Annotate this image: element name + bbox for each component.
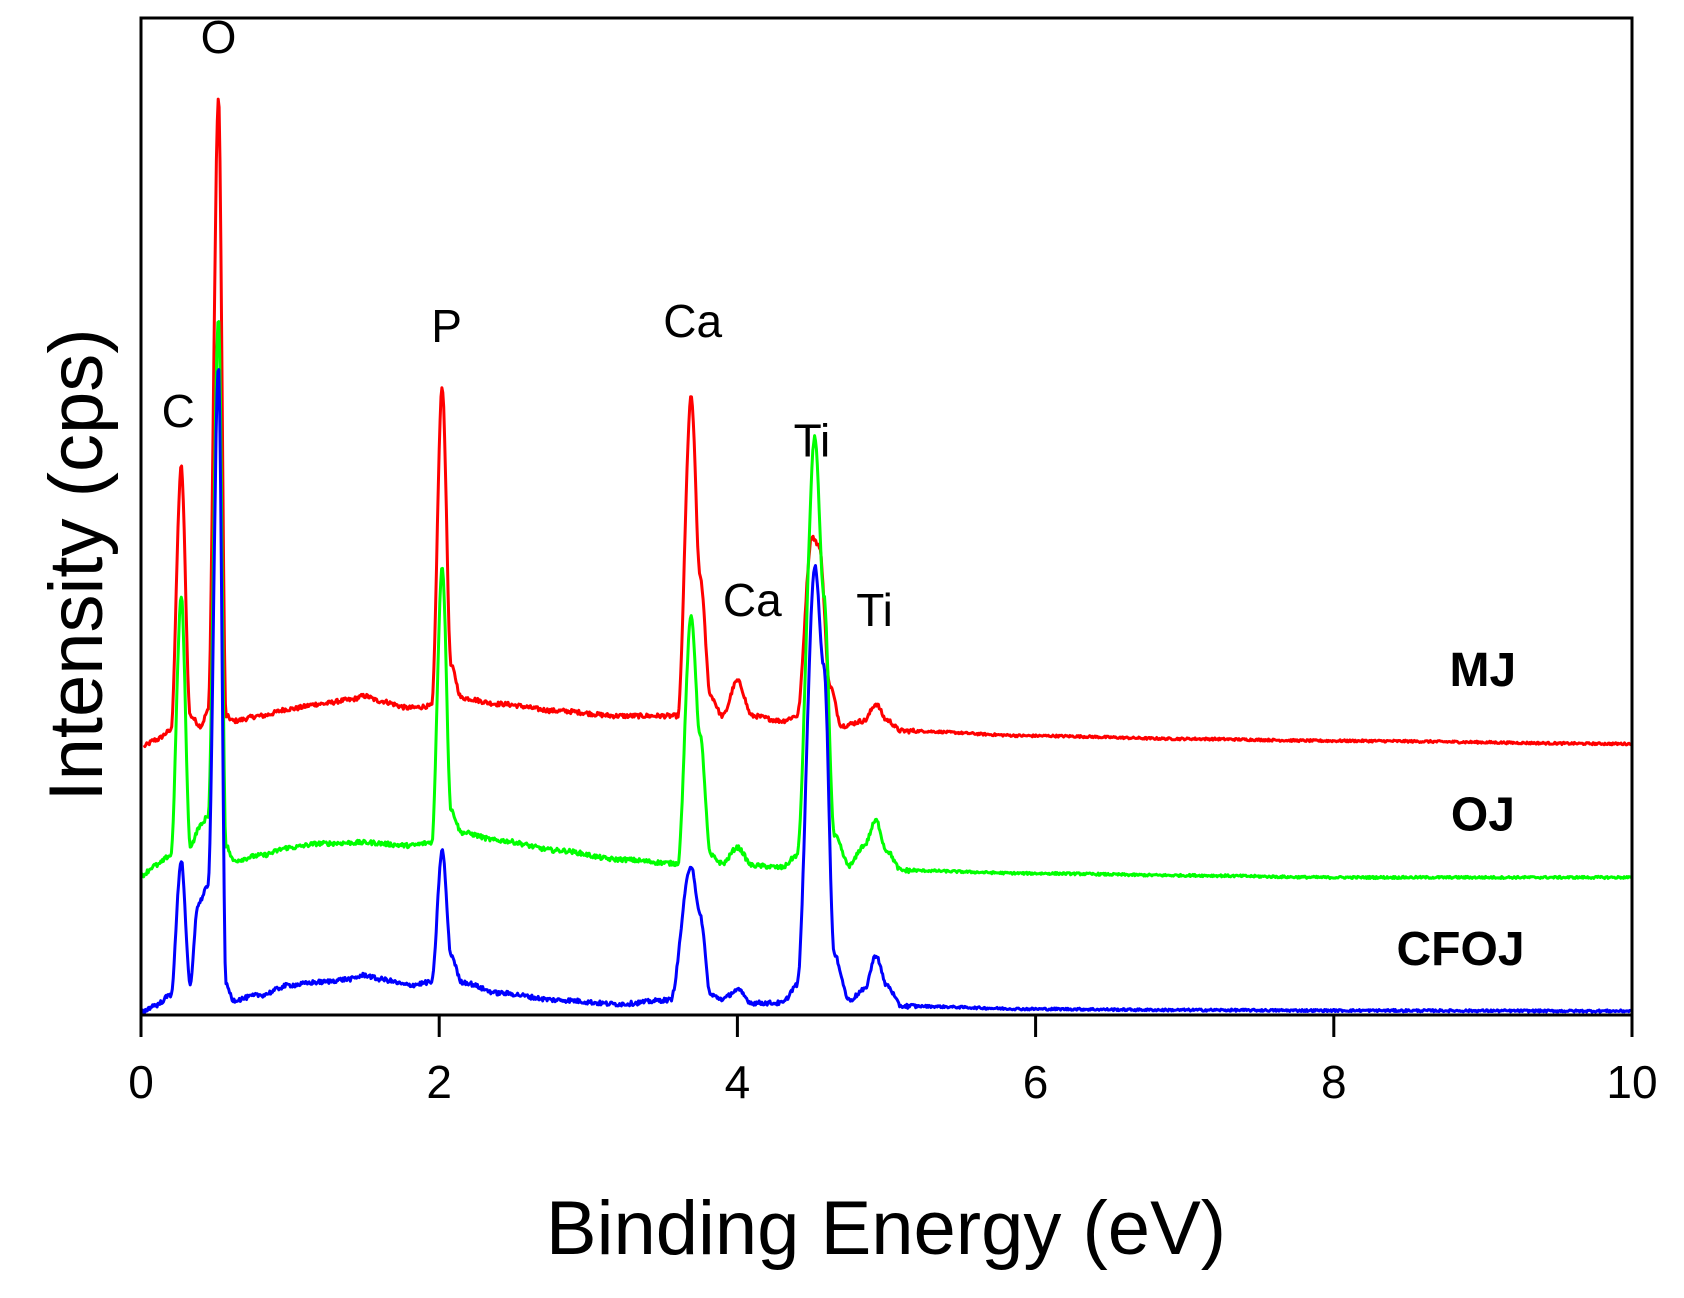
x-tick-label: 6 [1023,1056,1049,1108]
peak-label-o: O [201,11,237,63]
peak-label-ca: Ca [723,574,782,626]
series-label-mj: MJ [1450,644,1517,697]
series-line-cfoj [139,368,1632,1015]
plot-frame [139,16,1634,1017]
peak-annotations: C O P Ca Ca Ti Ti [162,11,893,636]
peak-label-p: P [431,300,462,352]
peak-label-ca: Ca [663,295,722,347]
peak-label-c: C [162,385,195,437]
peak-label-ti: Ti [856,584,893,636]
x-tick-label: 4 [725,1056,751,1108]
x-tick-label: 10 [1606,1056,1657,1108]
x-tick-label: 2 [426,1056,452,1108]
peak-label-ti: Ti [794,415,831,467]
x-axis-ticks: 0 2 4 6 8 10 [128,1015,1658,1108]
y-axis-title: Intensity (cps) [34,328,119,801]
x-tick-label: 0 [128,1056,154,1108]
x-tick-label: 8 [1321,1056,1347,1108]
series-line-mj [142,97,1633,749]
series-label-oj: OJ [1451,789,1515,842]
series-labels: MJ OJ CFOJ [1397,644,1525,976]
series-line-oj [140,320,1633,880]
series-layer [139,97,1633,1015]
series-label-cfoj: CFOJ [1397,923,1525,976]
x-axis-title: Binding Energy (eV) [546,1186,1226,1271]
